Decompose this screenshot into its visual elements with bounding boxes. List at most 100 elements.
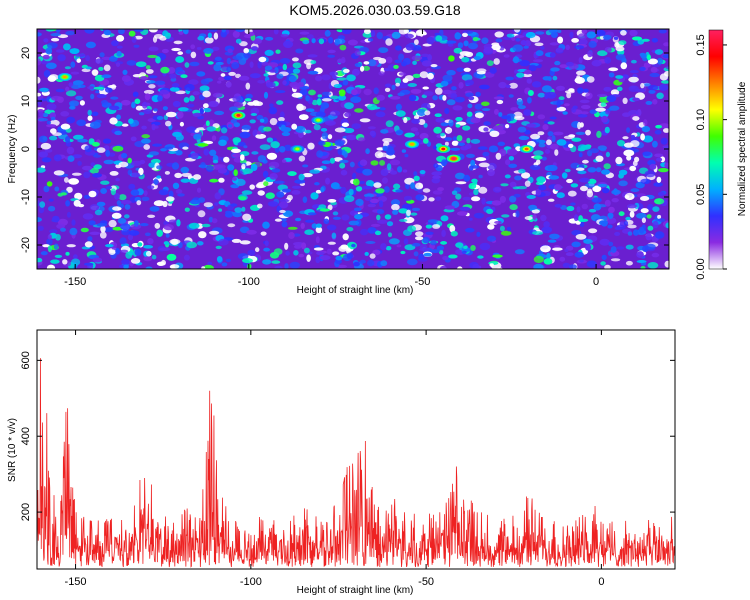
heatmap-cell <box>450 93 458 100</box>
heatmap-cell <box>559 64 568 68</box>
heatmap-cell <box>108 56 118 62</box>
heatmap-cell <box>116 45 123 49</box>
heatmap-cell <box>50 259 60 264</box>
heatmap-cell <box>42 244 50 248</box>
heatmap-cell <box>487 169 495 177</box>
heatmap-cell <box>610 89 620 96</box>
heatmap-cell <box>148 84 156 89</box>
heatmap-cell <box>647 84 659 91</box>
heatmap-cell <box>346 252 353 260</box>
heatmap-cell <box>639 226 645 234</box>
heatmap-cell <box>412 60 417 65</box>
heatmap-cell <box>547 198 555 202</box>
heatmap-cell <box>441 229 446 237</box>
heatmap-cell <box>651 252 660 258</box>
heatmap-cell <box>435 117 445 123</box>
heatmap-cell <box>595 107 606 112</box>
heatmap-cell <box>205 165 214 172</box>
heatmap-cell <box>92 142 100 147</box>
heatmap-cell <box>232 153 242 158</box>
heatmap-cell <box>529 164 541 171</box>
heatmap-cell <box>235 29 246 33</box>
heatmap-cell <box>211 218 218 224</box>
heatmap-cell <box>292 68 301 74</box>
heatmap-cell <box>470 245 476 251</box>
heatmap-cell <box>512 56 520 64</box>
heatmap-cell <box>246 229 257 235</box>
heatmap-cell <box>300 222 305 229</box>
heatmap-cell <box>396 244 402 248</box>
heatmap-cell <box>464 144 472 149</box>
heatmap-cell <box>652 220 659 229</box>
heatmap-cell <box>249 184 255 190</box>
heatmap-cell <box>434 32 441 36</box>
heatmap-cell <box>556 85 565 91</box>
heatmap-cell <box>623 220 629 226</box>
heatmap-cell <box>149 206 160 212</box>
heatmap-cell <box>293 250 299 256</box>
heatmap-cell <box>629 165 637 172</box>
heatmap-cell <box>130 136 137 142</box>
heatmap-cell <box>411 46 423 51</box>
heatmap-cell <box>351 89 358 96</box>
heatmap-cell <box>642 135 654 143</box>
heatmap-cell <box>199 107 205 115</box>
heatmap-cell <box>431 249 440 254</box>
heatmap-cell <box>549 233 560 240</box>
heatmap-cell <box>515 37 521 42</box>
heatmap-cell <box>214 110 225 116</box>
heatmap-cell <box>440 122 449 127</box>
heatmap-cell <box>228 124 233 128</box>
heatmap-cell <box>134 220 139 227</box>
heatmap-cell <box>663 128 669 133</box>
heatmap-cell <box>85 66 92 70</box>
heatmap-y-tick-label: 20 <box>20 47 32 59</box>
heatmap-cell <box>89 204 100 211</box>
heatmap-cell <box>432 175 441 179</box>
heatmap-cell <box>50 33 61 37</box>
heatmap-cell <box>139 159 146 165</box>
heatmap-cell <box>428 197 435 202</box>
heatmap-cell <box>547 121 555 125</box>
heatmap-cell <box>647 58 659 65</box>
heatmap-cell <box>499 195 506 203</box>
heatmap-cell <box>142 101 148 109</box>
heatmap-cell <box>427 72 434 80</box>
heatmap-cell <box>316 98 322 106</box>
heatmap-cell <box>163 241 170 245</box>
heatmap-cell <box>578 57 583 64</box>
heatmap-cell <box>315 256 321 264</box>
heatmap-cell <box>169 73 177 79</box>
heatmap-cell <box>121 259 130 265</box>
heatmap-cell <box>155 30 163 34</box>
heatmap-cell <box>224 212 233 218</box>
heatmap-cell <box>337 148 343 156</box>
heatmap-cell <box>446 99 456 106</box>
heatmap-cell <box>291 185 302 189</box>
heatmap-cell <box>538 143 546 148</box>
heatmap-cell <box>209 230 220 235</box>
heatmap-x-tick-label: -100 <box>238 276 260 288</box>
heatmap-cell <box>466 137 471 144</box>
snr-x-tick-label: -50 <box>418 576 434 588</box>
heatmap-cell <box>379 160 386 166</box>
heatmap-cell <box>586 260 597 268</box>
heatmap-cell <box>373 87 379 95</box>
heatmap-cell <box>565 44 570 51</box>
heatmap-cell <box>107 85 117 88</box>
heatmap-cell <box>477 146 488 150</box>
heatmap-cell <box>47 234 52 240</box>
heatmap-cell <box>399 218 408 222</box>
chart-title: KOM5.2026.030.03.59.G18 <box>289 2 461 18</box>
heatmap-cell <box>304 229 315 235</box>
heatmap-cell <box>156 165 163 170</box>
heatmap-cell <box>147 54 158 59</box>
heatmap-cell <box>48 198 54 202</box>
heatmap-cell <box>43 38 49 43</box>
heatmap-cell <box>330 95 339 100</box>
heatmap-cell <box>43 70 51 78</box>
heatmap-cell <box>493 96 504 100</box>
heatmap-cell <box>469 192 474 196</box>
heatmap-cell <box>151 123 156 131</box>
heatmap-cell <box>596 93 608 98</box>
